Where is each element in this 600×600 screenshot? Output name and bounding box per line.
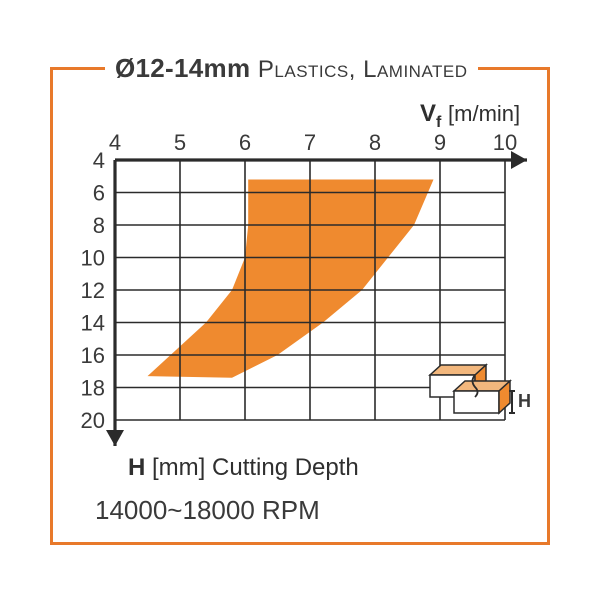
- y-axis-label: H [mm] Cutting Depth: [128, 454, 359, 482]
- x-tick-label: 10: [493, 130, 517, 155]
- y-axis-text: Cutting Depth: [212, 454, 359, 481]
- frame-border-top-right: [478, 67, 550, 70]
- operating-region: [148, 180, 434, 378]
- y-tick-label: 12: [81, 278, 105, 303]
- x-tick-label: 9: [434, 130, 446, 155]
- frame-border-top-left: [50, 67, 105, 70]
- y-axis-unit: [mm]: [152, 454, 205, 481]
- rpm-text: 14000~18000 RPM: [95, 495, 320, 526]
- cutting-depth-icon: H: [430, 365, 531, 413]
- frame-border-bottom: [50, 542, 550, 545]
- x-tick-label: 8: [369, 130, 381, 155]
- y-tick-label: 4: [93, 148, 105, 173]
- y-axis-var: H: [128, 454, 145, 481]
- title-small: Plastics, Laminated: [258, 56, 468, 83]
- frame-border-right: [547, 70, 550, 545]
- icon-h-label: H: [518, 391, 531, 411]
- frame-border-left: [50, 70, 53, 545]
- chart-title: Ø12-14mm Plastics, Laminated: [105, 53, 478, 84]
- x-axis-arrow-icon: [511, 151, 527, 169]
- y-tick-label: 16: [81, 343, 105, 368]
- y-tick-label: 10: [81, 246, 105, 271]
- chart-area: 4 5 6 7 8 9 10 4 6 8 10 12 14 16 18 20 H: [75, 120, 535, 460]
- x-tick-label: 6: [239, 130, 251, 155]
- y-tick-label: 18: [81, 376, 105, 401]
- y-axis-arrow-icon: [106, 430, 124, 446]
- x-tick-label: 7: [304, 130, 316, 155]
- y-tick-label: 8: [93, 213, 105, 238]
- title-row: Ø12-14mm Plastics, Laminated: [50, 50, 550, 86]
- y-tick-label: 20: [81, 408, 105, 433]
- figure-canvas: Ø12-14mm Plastics, Laminated Vf [m/min] …: [0, 0, 600, 600]
- x-tick-label: 5: [174, 130, 186, 155]
- y-tick-label: 14: [81, 311, 105, 336]
- chart-svg: 4 5 6 7 8 9 10 4 6 8 10 12 14 16 18 20 H: [75, 120, 535, 460]
- title-big: Ø12-14mm: [115, 53, 250, 83]
- x-tick-label: 4: [109, 130, 121, 155]
- y-tick-label: 6: [93, 181, 105, 206]
